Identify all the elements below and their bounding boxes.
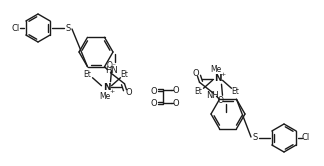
Text: +: +	[109, 89, 114, 94]
Text: S: S	[65, 24, 71, 33]
Text: Et: Et	[121, 70, 128, 79]
Text: N: N	[214, 74, 221, 83]
Text: Me: Me	[99, 92, 110, 101]
Text: Et: Et	[84, 70, 91, 79]
Text: Me: Me	[210, 65, 221, 74]
Text: S: S	[252, 133, 258, 142]
Text: O: O	[173, 85, 179, 94]
Text: N: N	[103, 83, 110, 92]
Text: O: O	[151, 86, 157, 95]
Text: O⁻: O⁻	[107, 61, 116, 70]
Text: Cl: Cl	[12, 24, 20, 33]
Text: O: O	[151, 99, 157, 109]
Text: O: O	[125, 88, 132, 97]
Text: Cl: Cl	[302, 133, 310, 142]
Text: +: +	[220, 72, 225, 77]
Text: HN: HN	[105, 66, 118, 75]
Text: Et: Et	[195, 87, 202, 96]
Text: O: O	[173, 98, 179, 108]
Text: O⁻: O⁻	[217, 96, 227, 105]
Text: NH: NH	[206, 91, 219, 100]
Text: O: O	[192, 69, 199, 78]
Text: Et: Et	[232, 87, 239, 96]
